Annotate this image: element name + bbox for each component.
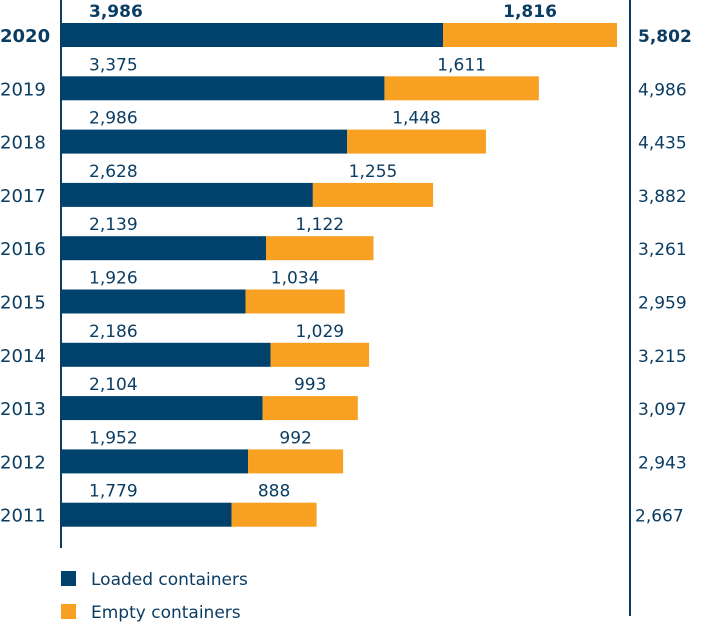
label-empty-2014: 1,029 [295, 322, 344, 342]
legend-swatch-empty [61, 604, 76, 619]
label-loaded-2014: 2,186 [89, 322, 138, 342]
label-loaded-2018: 2,986 [89, 109, 138, 129]
bar-loaded-2012 [61, 449, 249, 474]
label-loaded-2016: 2,139 [89, 215, 138, 235]
bar-loaded-2020 [61, 23, 443, 47]
label-total-2013: 3,097 [638, 400, 687, 420]
label-loaded-2013: 2,104 [89, 375, 138, 395]
label-empty-2017: 1,255 [349, 162, 398, 182]
label-total-2015: 2,959 [638, 294, 687, 314]
label-total-2019: 4,986 [638, 80, 687, 100]
category-label-2020: 2020 [0, 26, 50, 47]
bar-empty-2020 [443, 23, 618, 47]
bar-empty-2012 [248, 449, 344, 474]
bar-empty-2017 [312, 182, 434, 207]
label-loaded-2020: 3,986 [89, 2, 143, 22]
bar-loaded-2015 [61, 289, 246, 314]
bar-loaded-2013 [61, 396, 263, 421]
bar-empty-2014 [270, 342, 370, 367]
label-loaded-2015: 1,926 [89, 269, 138, 289]
label-empty-2013: 993 [294, 375, 326, 395]
label-empty-2018: 1,448 [392, 109, 441, 129]
category-label-2018: 2018 [0, 133, 46, 154]
label-empty-2015: 1,034 [271, 269, 320, 289]
category-label-2017: 2017 [0, 186, 46, 207]
label-total-2020: 5,802 [638, 27, 692, 47]
bar-empty-2019 [384, 76, 539, 101]
label-empty-2016: 1,122 [295, 215, 344, 235]
bar-empty-2018 [347, 129, 486, 154]
bar-loaded-2019 [61, 76, 385, 101]
legend-swatch-loaded [61, 571, 76, 586]
bar-loaded-2017 [61, 182, 313, 207]
category-label-2014: 2014 [0, 346, 46, 367]
category-label-2012: 2012 [0, 452, 46, 473]
label-loaded-2012: 1,952 [89, 428, 138, 448]
label-loaded-2017: 2,628 [89, 162, 138, 182]
label-total-2018: 4,435 [638, 134, 687, 154]
label-empty-2011: 888 [258, 482, 290, 502]
category-label-2011: 2011 [0, 506, 46, 527]
category-label-2013: 2013 [0, 399, 46, 420]
bar-loaded-2014 [61, 342, 271, 367]
category-label-2016: 2016 [0, 239, 46, 260]
bar-empty-2013 [262, 396, 358, 421]
bar-empty-2011 [231, 502, 317, 527]
label-loaded-2019: 3,375 [89, 55, 138, 75]
label-total-2012: 2,943 [638, 453, 687, 473]
bar-empty-2016 [265, 236, 374, 261]
label-total-2016: 3,261 [638, 240, 687, 260]
legend-label-empty: Empty containers [91, 603, 241, 623]
label-loaded-2011: 1,779 [89, 482, 138, 502]
label-empty-2020: 1,816 [503, 2, 557, 22]
category-label-2015: 2015 [0, 293, 46, 314]
bar-loaded-2011 [61, 502, 232, 527]
label-total-2014: 3,215 [638, 347, 687, 367]
label-total-2017: 3,882 [638, 187, 687, 207]
bar-empty-2015 [245, 289, 345, 314]
legend-label-loaded: Loaded containers [91, 570, 248, 590]
label-empty-2012: 992 [279, 428, 311, 448]
bar-loaded-2016 [61, 236, 266, 261]
label-empty-2019: 1,611 [437, 55, 486, 75]
bar-loaded-2018 [61, 129, 348, 154]
category-label-2019: 2019 [0, 79, 46, 100]
label-total-2011: 2,667 [635, 507, 684, 527]
